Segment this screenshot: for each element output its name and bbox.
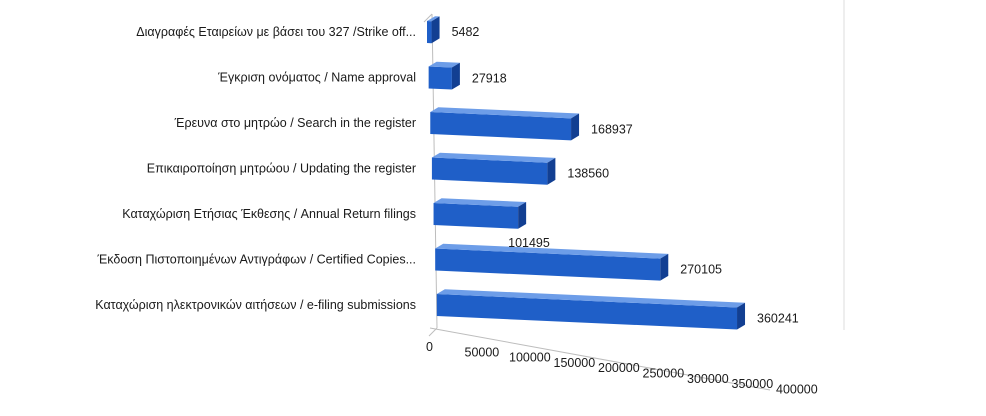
chart-axes (423, 0, 845, 391)
value-label: 138560 (567, 167, 609, 181)
category-labels: Διαγραφές Εταιρείων με βάσει του 327 /St… (95, 25, 416, 312)
bar (427, 21, 432, 44)
bar-top-face (428, 61, 460, 68)
category-label: Έγκριση ονόματος / Name approval (217, 71, 416, 85)
bar-end-face (431, 16, 440, 44)
bar-top-face (433, 198, 527, 207)
bar-end-face (737, 302, 746, 330)
bar (435, 248, 661, 281)
x-tick-label: 250000 (643, 367, 685, 381)
bar-top-face (435, 243, 669, 259)
axis-line-bottom (429, 327, 771, 391)
category-label: Καταχώριση Ετήσιας Έκθεσης / Annual Retu… (122, 207, 416, 221)
bar-top-face (436, 289, 746, 308)
bar (428, 66, 452, 90)
value-label: 270105 (680, 263, 722, 277)
bar (430, 112, 572, 141)
category-label: Έρευνα στο μητρώο / Search in the regist… (174, 116, 416, 130)
value-label: 360241 (757, 312, 799, 326)
value-label: 27918 (472, 72, 507, 86)
value-labels: 5482 27918 168937 138560 101495 270105 360241 (452, 25, 799, 325)
bars (427, 16, 746, 330)
bar-end-face (547, 157, 556, 185)
bar (433, 203, 519, 229)
x-tick-label: 200000 (598, 361, 640, 375)
category-label: Επικαιροποίηση μητρώου / Updating the re… (147, 162, 416, 176)
bar-end-face (518, 202, 527, 229)
x-tick-label: 300000 (687, 372, 729, 386)
bar-top-face (427, 16, 440, 22)
x-tick-labels: 0 50000 100000 150000 200000 250000 300000 3500… (426, 340, 818, 396)
bar-top-face (431, 152, 556, 163)
category-label: Έκδοση Πιστοποιημένων Αντιγράφων / Certi… (97, 253, 417, 267)
category-label: Διαγραφές Εταιρείων με βάσει του 327 /St… (136, 25, 416, 39)
bar (436, 294, 738, 330)
bar-top-face (430, 107, 580, 119)
bar (431, 157, 548, 185)
value-label: 168937 (591, 122, 633, 136)
x-tick-label: 50000 (465, 345, 500, 359)
axis-depth-top (423, 13, 433, 23)
bar-end-face (451, 62, 460, 90)
x-tick-label: 0 (426, 340, 433, 354)
bar-end-face (571, 113, 580, 141)
value-label: 5482 (452, 25, 480, 39)
x-tick-label: 350000 (732, 377, 774, 391)
x-tick-label: 150000 (554, 356, 596, 370)
x-tick-label: 400000 (776, 382, 818, 396)
x-tick-label: 100000 (509, 351, 551, 365)
value-label: 101495 (508, 236, 550, 250)
bar-end-face (660, 253, 669, 281)
axis-depth-bottom (428, 327, 438, 337)
category-label: Καταχώριση ηλεκτρονικών αιτήσεων / e-fil… (95, 298, 416, 312)
